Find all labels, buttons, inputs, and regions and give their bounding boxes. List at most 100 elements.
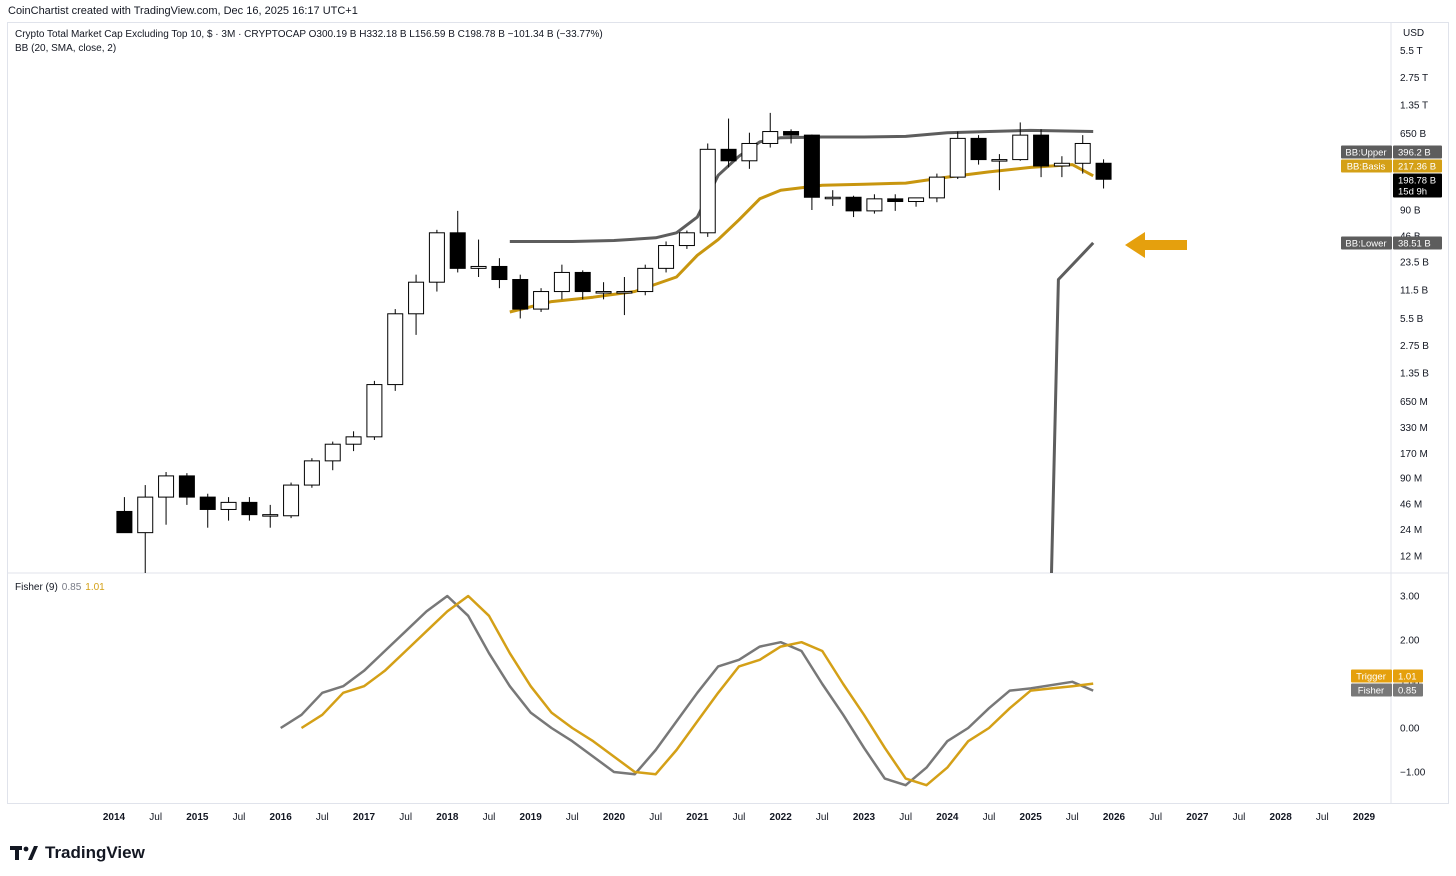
price-tag-label: BB:Upper [1345,148,1386,159]
symbol-legend[interactable]: Crypto Total Market Cap Excluding Top 10… [15,29,603,40]
candle-body [970,137,987,161]
candle-body [116,510,133,534]
fisher-tag-value-bg [1393,669,1423,683]
time-axis-tick-label: 2024 [936,812,959,823]
price-axis-tick-label: 5.5 T [1400,46,1423,57]
time-axis-tick-label: 2028 [1270,812,1293,823]
candle-body [158,475,175,498]
price-axis-tick-label: 1.35 B [1400,368,1429,379]
tradingview-logo-icon [10,846,38,860]
price-tag-label: BB:Lower [1345,239,1386,250]
currency-selector[interactable]: USD [1403,28,1425,39]
time-axis-tick-label: 2020 [603,812,626,823]
price-axis-tick-label: 11.5 B [1400,285,1428,296]
candle-body [658,245,675,269]
time-axis-tick-label: 2021 [686,812,709,823]
candle-body [908,197,925,203]
candle-body [678,232,695,247]
candle-body [470,265,487,269]
price-tag-value: 217.36 B [1398,162,1436,173]
candle-body [512,279,529,310]
candle-body [574,271,591,293]
candle-body [1033,134,1050,167]
candle-body [262,514,279,517]
candle-body [324,443,341,462]
time-axis-tick-label: Jul [149,812,162,823]
tradingview-brand[interactable]: TradingView [10,843,145,863]
time-axis-tick-label: Jul [1149,812,1162,823]
time-axis-tick-label: Jul [1316,812,1329,823]
time-axis-tick-label: 2018 [436,812,459,823]
candle-body [553,271,570,293]
candle-body [783,131,800,136]
candle-body [637,267,654,293]
price-tag-label-bg [1341,236,1392,250]
candle-body [1074,142,1091,164]
time-axis-tick-label: Jul [566,812,579,823]
time-axis-tick-label: Jul [1233,812,1246,823]
price-axis-tick-label: 650 M [1400,397,1428,408]
candle-body [866,198,883,212]
price-tag-value: 198.78 B [1398,176,1436,187]
price-axis-tick-label: 650 B [1400,129,1426,140]
fisher-legend-value: 0.85 [61,582,82,593]
candle-body [616,291,633,294]
candle-body [345,436,362,445]
candle-body [803,134,820,198]
time-axis-tick-label: Jul [316,812,329,823]
time-axis-tick-label: Jul [1066,812,1079,823]
fisher-tag-value: 1.01 [1398,672,1417,683]
time-axis-tick-label: 2023 [853,812,876,823]
candle-body [199,496,216,510]
candle-body [824,196,841,200]
price-tag-value: 396.2 B [1398,148,1431,159]
time-axis-tick-label: Jul [233,812,246,823]
price-tag-value: 38.51 B [1398,239,1431,250]
price-tag-label: BB:Basis [1347,162,1386,173]
price-axis-tick-label: 2.75 T [1400,73,1428,84]
candle-body [303,460,320,486]
candle-body [1095,162,1112,180]
candle-body [595,291,612,294]
candle-body [533,291,550,310]
price-axis-tick-label: 5.5 B [1400,314,1424,325]
fisher-axis-tick-label: 0.00 [1400,724,1420,735]
candle-body [283,484,300,517]
time-axis-tick-label: 2014 [103,812,126,823]
bb-indicator-legend[interactable]: BB (20, SMA, close, 2) [15,43,117,54]
fisher-tag-label-bg [1351,683,1392,697]
candle-body [991,159,1008,162]
price-axis-tick-label: 12 M [1400,552,1422,563]
candle-body [845,196,862,212]
price-tag-value-bg [1393,145,1442,159]
fisher-axis-tick-label: −1.00 [1400,768,1426,779]
candle-body [408,281,425,315]
fisher-axis-tick-label: 3.00 [1400,592,1420,603]
time-axis-tick-label: Jul [399,812,412,823]
candle-body [449,232,466,269]
time-axis-tick-label: 2027 [1186,812,1209,823]
price-tag-label-bg [1341,145,1392,159]
bb-upper-line [509,128,1094,243]
chart-frame [7,22,1449,804]
candle-body [241,501,258,516]
time-axis-tick-label: 2019 [520,812,543,823]
time-axis-tick-label: 2026 [1103,812,1126,823]
price-tag-value-bg [1393,173,1442,198]
fisher-axis-tick-label: 2.00 [1400,636,1420,647]
price-axis-tick-label: 46 M [1400,500,1422,511]
fisher-tag-label-bg [1351,669,1392,683]
price-axis-tick-label: 2.75 B [1400,341,1429,352]
candle-body [1053,162,1070,167]
price-tag-value-bg [1393,159,1442,173]
time-axis-tick-label: Jul [733,812,746,823]
time-axis-tick-label: Jul [649,812,662,823]
time-axis-tick-label: 2022 [770,812,793,823]
time-axis-tick-label: Jul [899,812,912,823]
candle-body [1012,134,1029,161]
fisher-indicator-legend[interactable]: Fisher (9) 0.85 1.01 [15,582,105,593]
candle-body [366,384,383,438]
time-axis-tick-label: Jul [983,812,996,823]
candle-body [949,137,966,178]
